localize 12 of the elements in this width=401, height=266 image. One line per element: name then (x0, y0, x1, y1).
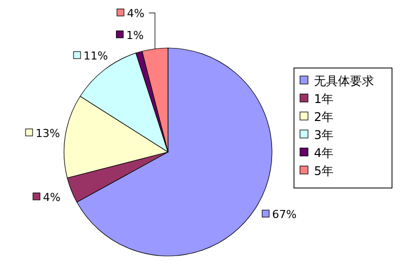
data-label: 1% (126, 28, 144, 42)
legend-label: 3年 (314, 128, 334, 142)
legend-label: 4年 (314, 146, 334, 160)
data-label: 67% (272, 208, 297, 222)
data-label: 11% (84, 50, 108, 63)
legend-label: 5年 (314, 164, 334, 178)
data-label: 4% (126, 6, 144, 20)
legend-label: 无具体要求 (314, 74, 374, 88)
data-label: 13% (36, 126, 60, 140)
data-label: 4% (42, 190, 60, 204)
legend-label: 1年 (314, 92, 334, 106)
legend-label: 2年 (314, 110, 334, 124)
